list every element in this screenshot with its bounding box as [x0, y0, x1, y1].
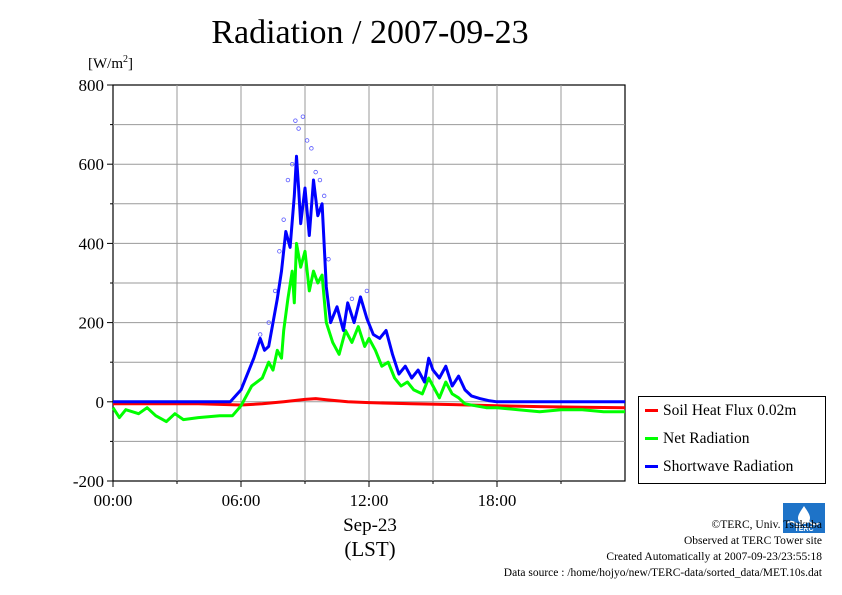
logo-text: TERC [794, 526, 813, 533]
y-tick-label: 0 [96, 393, 105, 412]
y-tick-label: 200 [79, 314, 105, 333]
chart-title: Radiation / 2007-09-23 [211, 14, 529, 51]
y-tick-label: -200 [73, 472, 104, 491]
shortwave-peak-point [293, 118, 298, 123]
x-axis-date-label: Sep-23 [343, 515, 397, 536]
x-tick-label: 06:00 [222, 491, 261, 510]
y-tick-label: 400 [79, 234, 105, 253]
legend-swatch [645, 464, 658, 468]
legend-swatch [645, 408, 658, 412]
shortwave-peak-point [309, 146, 314, 151]
shortwave-peak-point [326, 257, 331, 262]
legend: Soil Heat Flux 0.02m Net Radiation Short… [638, 396, 826, 484]
axes: -200 0 200 400 600 800 00:00 06:00 12:00 18:00 [73, 76, 562, 510]
credits: ©TERC, Univ. Tsukuba Observed at TERC To… [504, 517, 822, 581]
y-tick-label: 800 [79, 76, 105, 95]
shortwave-peak-point [277, 249, 282, 254]
source-text: Data source : /home/hojyo/new/TERC-data/… [503, 567, 822, 579]
copyright-text: ©TERC, Univ. Tsukuba [711, 519, 822, 531]
created-text: Created Automatically at 2007-09-23/23:5… [606, 551, 822, 563]
x-tick-label: 12:00 [350, 491, 389, 510]
shortwave-peak-point [349, 296, 355, 302]
shortwave-peak-point [258, 332, 263, 337]
x-axis-timezone-label: (LST) [344, 537, 396, 561]
series-line-soil-heat-flux-0-02m [113, 397, 626, 410]
shortwave-peak-point [300, 114, 306, 119]
series-layer [111, 114, 626, 424]
x-tick-label: 00:00 [94, 491, 133, 510]
shortwave-peak-point [322, 193, 327, 199]
shortwave-peak-point [304, 138, 310, 143]
series-line-shortwave-radiation [113, 154, 625, 404]
y-tick-label: 600 [79, 155, 105, 174]
y-unit-label: [W/m2] [88, 54, 133, 72]
shortwave-peak-point [281, 217, 286, 222]
shortwave-peak-point [285, 177, 291, 183]
shortwave-peak-point [364, 288, 370, 294]
shortwave-peak-point [272, 288, 278, 294]
legend-item-net-radiation: Net Radiation [645, 427, 750, 451]
x-tick-label: 18:00 [478, 491, 517, 510]
shortwave-peak-point [296, 126, 301, 131]
legend-label: Net Radiation [663, 430, 750, 447]
legend-swatch [645, 436, 658, 440]
observed-text: Observed at TERC Tower site [683, 535, 822, 547]
legend-item-shortwave-radiation: Shortwave Radiation [645, 455, 793, 479]
legend-item-soil-heat-flux: Soil Heat Flux 0.02m [645, 399, 796, 423]
series-line-net-radiation [111, 241, 625, 424]
legend-label: Shortwave Radiation [663, 458, 794, 475]
shortwave-peak-point [317, 177, 323, 183]
legend-label: Soil Heat Flux 0.02m [663, 402, 797, 419]
shortwave-peak-point [313, 169, 318, 175]
terc-logo-icon: TERC [783, 503, 825, 533]
shortwave-peak-point [290, 161, 295, 167]
shortwave-peak-point [266, 320, 271, 325]
